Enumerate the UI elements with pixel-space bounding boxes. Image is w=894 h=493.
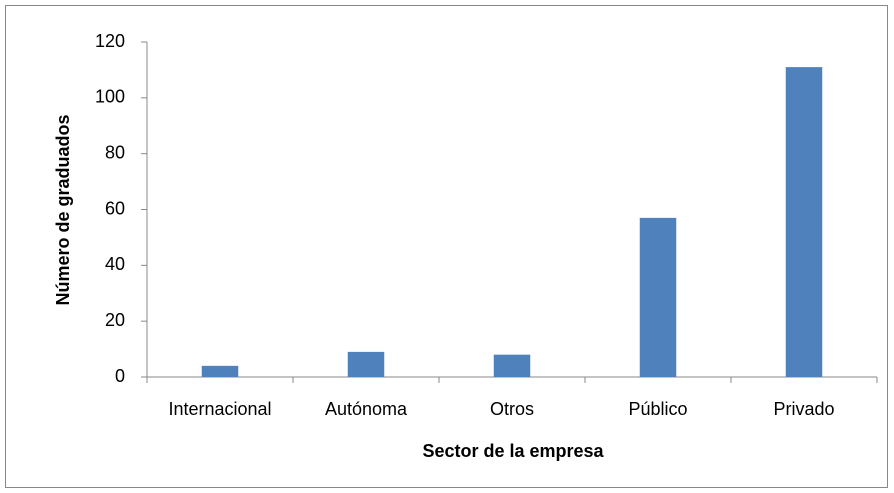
y-tick-label: 60 [105,198,125,218]
y-tick-label: 100 [95,87,125,107]
x-axis-title: Sector de la empresa [422,441,604,461]
bar [347,351,385,377]
x-tick-label: Otros [490,399,534,419]
chart-border [5,5,888,488]
x-tick-label: Internacional [168,399,271,419]
y-tick-label: 20 [105,310,125,330]
x-tick-label: Privado [773,399,834,419]
bar [785,67,823,377]
y-tick-label: 40 [105,254,125,274]
y-axis-title: Número de graduados [53,114,73,305]
bar [639,217,677,377]
x-tick-label: Público [628,399,687,419]
y-tick-label: 120 [95,31,125,51]
bar [201,365,239,377]
bar [493,354,531,377]
y-tick-label: 0 [115,366,125,386]
x-tick-label: Autónoma [325,399,408,419]
y-tick-label: 80 [105,142,125,162]
